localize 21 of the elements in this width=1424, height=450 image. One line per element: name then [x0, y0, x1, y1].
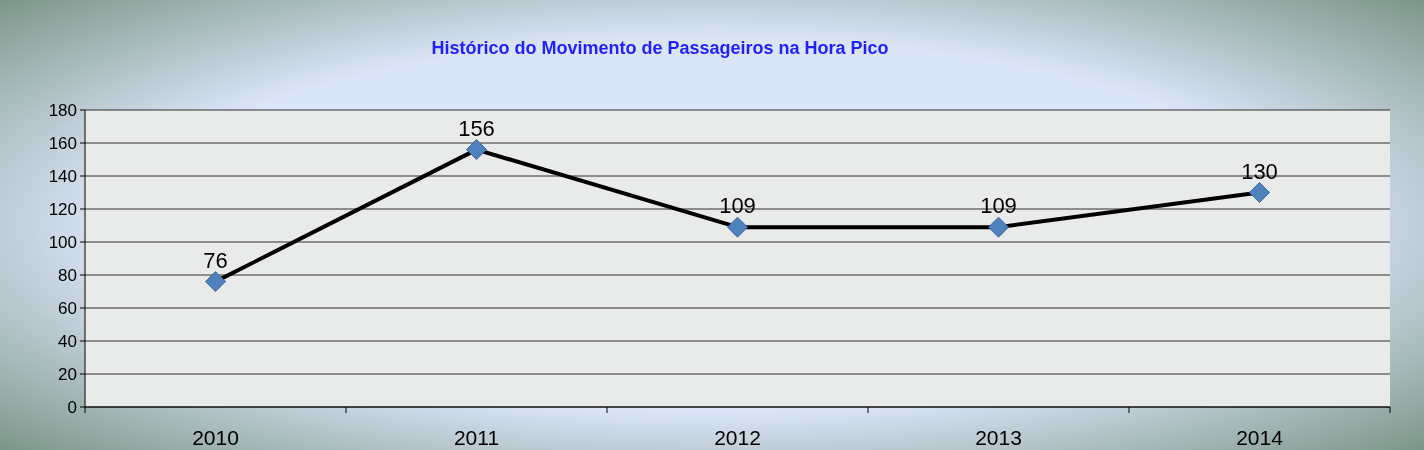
y-tick-label: 160: [48, 134, 77, 153]
data-label: 109: [719, 193, 756, 219]
x-tick-label: 2014: [1236, 426, 1284, 449]
chart-title: Histórico do Movimento de Passageiros na Hora Pico: [431, 38, 889, 58]
y-tick-label: 180: [48, 101, 77, 120]
x-tick-label: 2010: [192, 426, 239, 449]
y-tick-label: 40: [58, 332, 77, 351]
y-tick-label: 80: [58, 266, 77, 285]
y-tick-label: 100: [48, 233, 77, 252]
data-label: 109: [980, 193, 1017, 219]
y-tick-label: 60: [58, 299, 77, 318]
x-tick-label: 2012: [714, 426, 761, 449]
x-tick-label: 2013: [975, 426, 1022, 449]
data-label: 76: [203, 247, 228, 273]
data-label: 130: [1241, 158, 1278, 184]
y-tick-label: 140: [48, 167, 77, 186]
y-tick-label: 20: [58, 365, 77, 384]
y-tick-label: 0: [67, 398, 77, 417]
y-tick-label: 120: [48, 200, 77, 219]
x-tick-label: 2011: [453, 426, 500, 449]
data-label: 156: [458, 115, 495, 141]
